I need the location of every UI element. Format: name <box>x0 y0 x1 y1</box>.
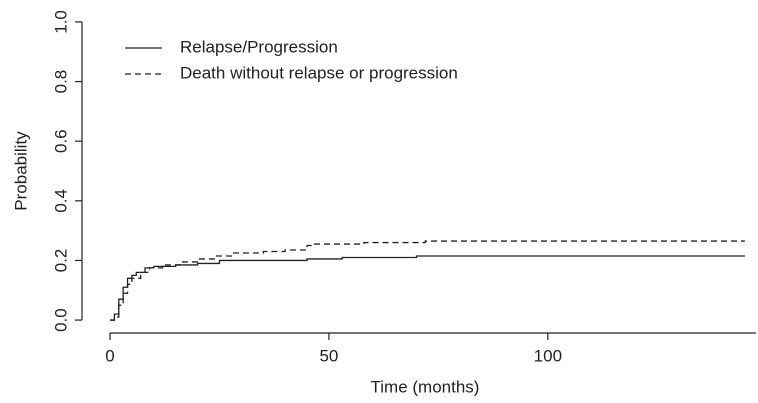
x-tick-label: 0 <box>105 346 114 365</box>
series-line <box>110 255 745 321</box>
x-tick-label: 50 <box>319 346 338 365</box>
series-line <box>110 240 745 321</box>
y-tick-label: 0.2 <box>51 249 70 273</box>
legend-label: Relapse/Progression <box>180 37 338 56</box>
y-axis-label: Probability <box>11 131 30 211</box>
y-tick-label: 0.6 <box>51 129 70 153</box>
legend-label: Death without relapse or progression <box>180 63 458 82</box>
x-axis-label: Time (months) <box>371 377 480 396</box>
y-tick-label: 0.4 <box>51 189 70 213</box>
y-tick-label: 0.0 <box>51 308 70 332</box>
y-tick-label: 1.0 <box>51 10 70 34</box>
x-tick-label: 100 <box>534 346 562 365</box>
y-tick-label: 0.8 <box>51 70 70 94</box>
